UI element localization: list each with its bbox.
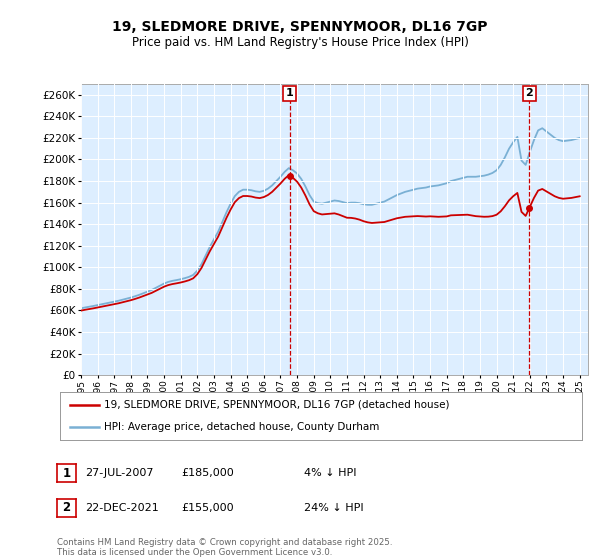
Text: £155,000: £155,000 (181, 503, 234, 513)
Text: Price paid vs. HM Land Registry's House Price Index (HPI): Price paid vs. HM Land Registry's House … (131, 36, 469, 49)
Text: 2: 2 (526, 88, 533, 99)
Text: 24% ↓ HPI: 24% ↓ HPI (304, 503, 364, 513)
Text: 22-DEC-2021: 22-DEC-2021 (85, 503, 159, 513)
Text: 19, SLEDMORE DRIVE, SPENNYMOOR, DL16 7GP (detached house): 19, SLEDMORE DRIVE, SPENNYMOOR, DL16 7GP… (104, 400, 450, 410)
Text: HPI: Average price, detached house, County Durham: HPI: Average price, detached house, Coun… (104, 422, 380, 432)
Text: 19, SLEDMORE DRIVE, SPENNYMOOR, DL16 7GP: 19, SLEDMORE DRIVE, SPENNYMOOR, DL16 7GP (112, 20, 488, 34)
Text: 2: 2 (62, 501, 71, 515)
Text: 4% ↓ HPI: 4% ↓ HPI (304, 468, 356, 478)
Text: 1: 1 (62, 466, 71, 480)
Text: £185,000: £185,000 (181, 468, 234, 478)
Text: Contains HM Land Registry data © Crown copyright and database right 2025.
This d: Contains HM Land Registry data © Crown c… (57, 538, 392, 557)
Text: 27-JUL-2007: 27-JUL-2007 (85, 468, 154, 478)
Text: 1: 1 (286, 88, 293, 99)
